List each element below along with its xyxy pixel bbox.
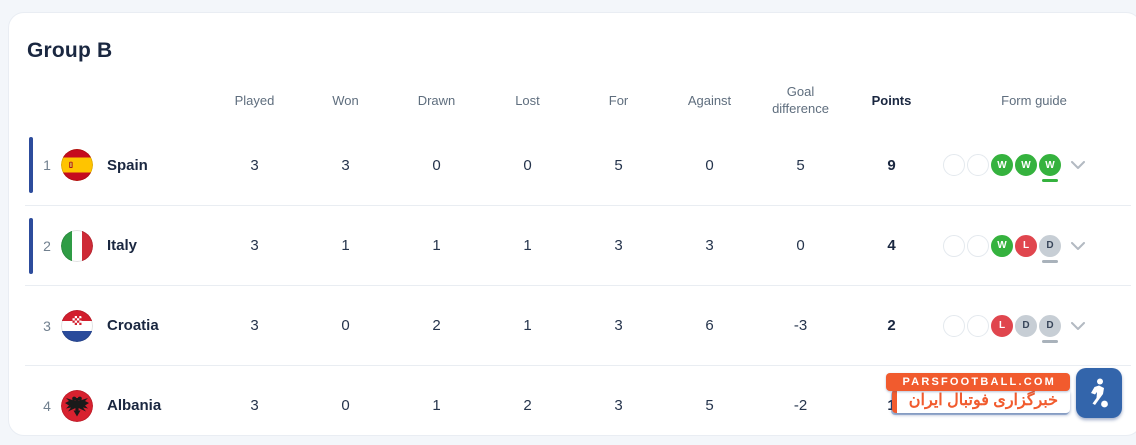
- italy-flag-icon: [61, 230, 93, 262]
- header-won: Won: [300, 93, 391, 110]
- table-row-spain[interactable]: 1 Spain 3 3 0 0 5 0: [25, 125, 1131, 205]
- against-value: 6: [664, 317, 755, 334]
- header-drawn: Drawn: [391, 93, 482, 110]
- team-cell: 4: [25, 378, 209, 434]
- group-title: Group B: [27, 39, 1136, 63]
- form-guide-cell: W W W: [937, 154, 1131, 176]
- won-value: 1: [300, 237, 391, 254]
- latest-result-underline: [1042, 340, 1058, 343]
- goal-difference-value: 5: [755, 157, 846, 174]
- albania-flag-icon: [61, 390, 93, 422]
- qualification-bar: [29, 137, 33, 193]
- for-value: 3: [573, 397, 664, 414]
- won-value: 3: [300, 157, 391, 174]
- form-result-badge: W: [991, 154, 1013, 176]
- form-guide-cell: W L D: [937, 235, 1131, 257]
- goal-difference-value: 0: [755, 237, 846, 254]
- rank-label: 3: [39, 318, 55, 334]
- header-for: For: [573, 93, 664, 110]
- form-result-badge: [943, 235, 965, 257]
- against-value: 0: [664, 157, 755, 174]
- form-result-badge: D: [1039, 315, 1061, 337]
- header-points: Points: [846, 93, 937, 110]
- team-cell: 2 Italy: [25, 218, 209, 274]
- points-value: 2: [846, 317, 937, 334]
- qualification-bar: [29, 378, 33, 434]
- form-result-badge: [967, 235, 989, 257]
- against-value: 3: [664, 237, 755, 254]
- goal-difference-value: -3: [755, 317, 846, 334]
- form-result-badge: [967, 315, 989, 337]
- table-header-row: Played Won Drawn Lost For Against Goal d…: [25, 77, 1131, 125]
- rank-label: 1: [39, 157, 55, 173]
- form-guide-cell: L D D: [937, 315, 1131, 337]
- form-result-badge: L: [1015, 235, 1037, 257]
- spain-flag-icon: [61, 149, 93, 181]
- drawn-value: 2: [391, 317, 482, 334]
- points-value: 9: [846, 157, 937, 174]
- croatia-flag-icon: [61, 310, 93, 342]
- lost-value: 1: [482, 237, 573, 254]
- table-row-croatia[interactable]: 3: [25, 285, 1131, 365]
- team-cell: 3: [25, 298, 209, 354]
- qualification-bar: [29, 218, 33, 274]
- form-result-badge: W: [1015, 154, 1037, 176]
- drawn-value: 1: [391, 397, 482, 414]
- header-form-guide: Form guide: [937, 93, 1131, 110]
- team-name: Albania: [107, 397, 161, 414]
- watermark-logo: [1076, 368, 1122, 418]
- latest-result-underline: [1042, 260, 1058, 263]
- latest-form-result: D: [1039, 315, 1061, 337]
- drawn-value: 0: [391, 157, 482, 174]
- rank-label: 2: [39, 238, 55, 254]
- goal-difference-value: -2: [755, 397, 846, 414]
- form-result-badge: [967, 154, 989, 176]
- header-against: Against: [664, 93, 755, 110]
- played-value: 3: [209, 397, 300, 414]
- lost-value: 1: [482, 317, 573, 334]
- form-result-badge: [943, 154, 965, 176]
- team-name: Croatia: [107, 317, 159, 334]
- for-value: 3: [573, 237, 664, 254]
- latest-form-result: W: [1039, 154, 1061, 176]
- rank-label: 4: [39, 398, 55, 414]
- drawn-value: 1: [391, 237, 482, 254]
- qualification-bar: [29, 298, 33, 354]
- points-value: 4: [846, 237, 937, 254]
- for-value: 5: [573, 157, 664, 174]
- form-result-badge: W: [991, 235, 1013, 257]
- watermark: PARSFOOTBALL.COM خبرگزاری فوتبال ایران: [886, 368, 1122, 418]
- form-result-badge: D: [1039, 235, 1061, 257]
- chevron-down-icon[interactable]: [1071, 242, 1085, 250]
- against-value: 5: [664, 397, 755, 414]
- for-value: 3: [573, 317, 664, 334]
- played-value: 3: [209, 157, 300, 174]
- chevron-down-icon[interactable]: [1071, 322, 1085, 330]
- header-goal-difference: Goal difference: [755, 84, 846, 118]
- lost-value: 2: [482, 397, 573, 414]
- form-result-badge: W: [1039, 154, 1061, 176]
- form-result-badge: L: [991, 315, 1013, 337]
- chevron-down-icon[interactable]: [1071, 161, 1085, 169]
- played-value: 3: [209, 237, 300, 254]
- latest-form-result: D: [1039, 235, 1061, 257]
- won-value: 0: [300, 397, 391, 414]
- won-value: 0: [300, 317, 391, 334]
- watermark-caption: خبرگزاری فوتبال ایران: [892, 389, 1070, 413]
- watermark-text-block: PARSFOOTBALL.COM خبرگزاری فوتبال ایران: [886, 373, 1070, 413]
- header-played: Played: [209, 93, 300, 110]
- team-name: Spain: [107, 157, 148, 174]
- team-name: Italy: [107, 237, 137, 254]
- form-result-badge: D: [1015, 315, 1037, 337]
- played-value: 3: [209, 317, 300, 334]
- lost-value: 0: [482, 157, 573, 174]
- watermark-site-url: PARSFOOTBALL.COM: [886, 373, 1070, 391]
- table-row-italy[interactable]: 2 Italy 3 1 1 1 3 3 0 4: [25, 205, 1131, 285]
- header-lost: Lost: [482, 93, 573, 110]
- team-cell: 1 Spain: [25, 137, 209, 193]
- form-result-badge: [943, 315, 965, 337]
- latest-result-underline: [1042, 179, 1058, 182]
- football-player-icon: [1086, 377, 1112, 409]
